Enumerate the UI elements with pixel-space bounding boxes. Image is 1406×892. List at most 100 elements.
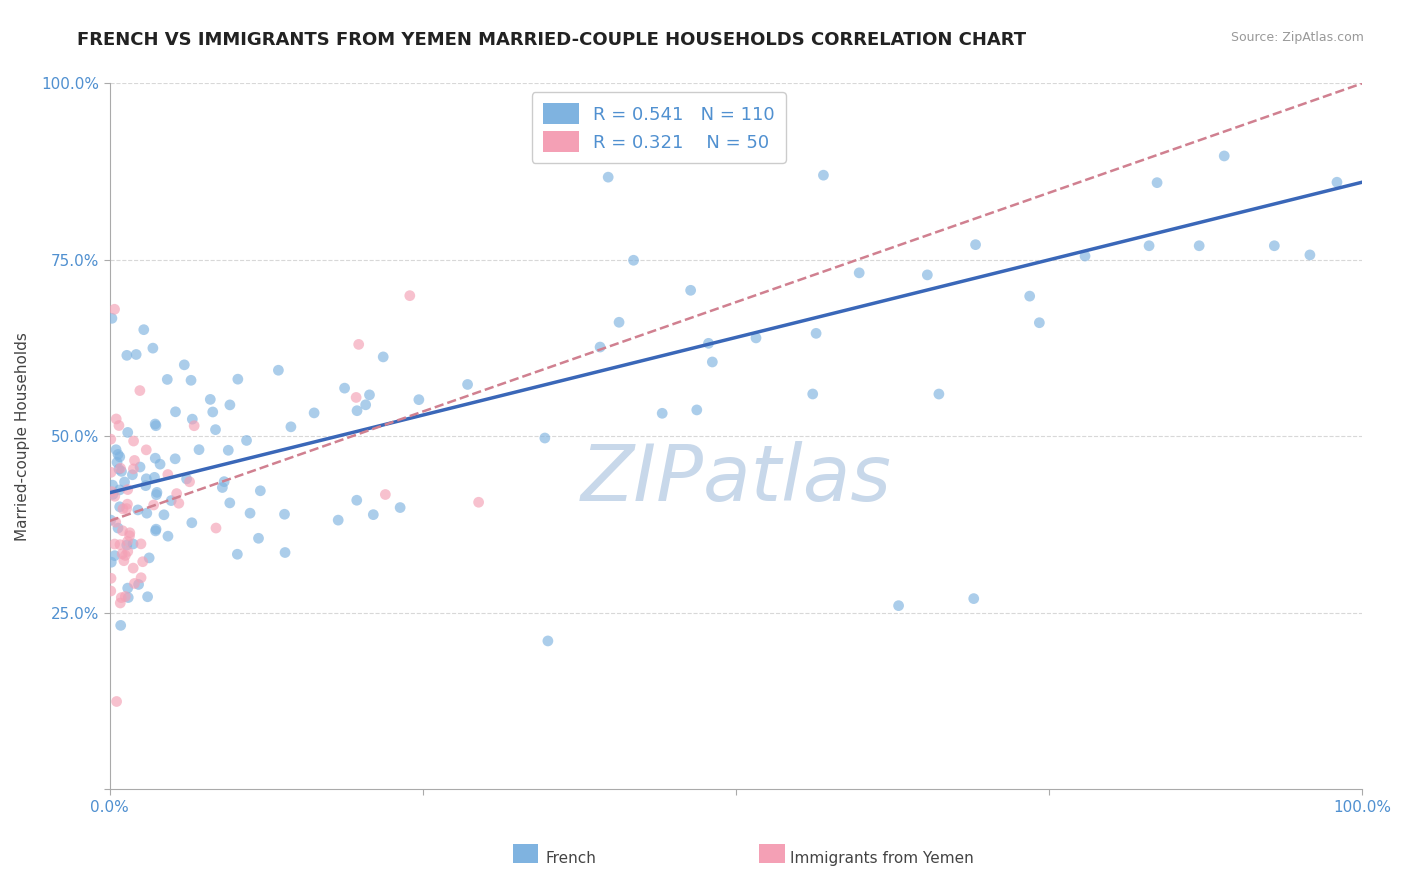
- Point: [135, 442, 157, 457]
- Point: [117, 534, 139, 549]
- Point: [205, 521, 228, 535]
- Point: [128, 577, 150, 591]
- Point: [117, 483, 139, 497]
- Point: [346, 403, 368, 417]
- Point: [181, 412, 204, 426]
- Point: [111, 547, 134, 561]
- Point: [105, 694, 128, 708]
- Point: [212, 475, 235, 489]
- Point: [146, 485, 169, 500]
- Point: [623, 253, 645, 268]
- Point: [104, 515, 127, 529]
- Point: [702, 355, 724, 369]
- Point: [143, 451, 166, 466]
- Point: [117, 591, 139, 605]
- Point: [129, 460, 152, 475]
- Point: [115, 501, 138, 516]
- Point: [149, 457, 172, 471]
- Point: [363, 508, 385, 522]
- Point: [204, 423, 226, 437]
- Point: [122, 462, 145, 476]
- Point: [651, 406, 673, 420]
- Point: [165, 405, 187, 419]
- Point: [143, 417, 166, 431]
- Point: [110, 464, 132, 478]
- Point: [1074, 249, 1097, 263]
- Point: [117, 544, 139, 558]
- Text: French: French: [546, 851, 596, 865]
- Point: [179, 475, 201, 489]
- Point: [280, 419, 302, 434]
- Point: [160, 493, 183, 508]
- Point: [328, 513, 350, 527]
- Point: [598, 170, 620, 185]
- Point: [108, 462, 131, 476]
- Point: [100, 513, 122, 527]
- Point: [117, 497, 139, 511]
- Point: [124, 453, 146, 467]
- Point: [145, 524, 167, 538]
- Point: [114, 590, 136, 604]
- Point: [111, 524, 134, 538]
- Point: [354, 398, 377, 412]
- Point: [226, 547, 249, 561]
- Point: [104, 489, 127, 503]
- Point: [142, 341, 165, 355]
- Point: [114, 475, 136, 489]
- Point: [136, 590, 159, 604]
- Point: [374, 487, 396, 501]
- Point: [211, 481, 233, 495]
- Point: [110, 618, 132, 632]
- Point: [114, 549, 136, 563]
- Point: [101, 478, 124, 492]
- Point: [129, 537, 152, 551]
- Point: [217, 443, 239, 458]
- Point: [679, 283, 702, 297]
- Point: [176, 472, 198, 486]
- Point: [686, 403, 709, 417]
- Point: [145, 418, 167, 433]
- Point: [128, 384, 150, 398]
- Point: [188, 442, 211, 457]
- Point: [344, 391, 367, 405]
- Point: [963, 591, 986, 606]
- Point: [145, 522, 167, 536]
- Point: [398, 288, 420, 302]
- Point: [333, 381, 356, 395]
- Point: [101, 311, 124, 326]
- Point: [1326, 175, 1348, 189]
- Point: [467, 495, 489, 509]
- Point: [100, 571, 122, 585]
- Point: [965, 237, 987, 252]
- Point: [132, 323, 155, 337]
- Point: [107, 447, 129, 461]
- Point: [103, 302, 125, 317]
- Point: [167, 496, 190, 510]
- Point: [115, 348, 138, 362]
- Point: [801, 387, 824, 401]
- Point: [125, 347, 148, 361]
- Point: [247, 531, 270, 545]
- Point: [887, 599, 910, 613]
- Point: [219, 398, 242, 412]
- Point: [129, 571, 152, 585]
- Point: [389, 500, 412, 515]
- Text: ZIPatlas: ZIPatlas: [581, 441, 891, 516]
- Point: [124, 576, 146, 591]
- Point: [534, 431, 557, 445]
- Legend: R = 0.541   N = 110, R = 0.321    N = 50: R = 0.541 N = 110, R = 0.321 N = 50: [531, 93, 786, 163]
- Point: [697, 336, 720, 351]
- Point: [359, 388, 381, 402]
- Point: [156, 529, 179, 543]
- Point: [1028, 316, 1050, 330]
- Point: [142, 498, 165, 512]
- Point: [1213, 149, 1236, 163]
- Point: [267, 363, 290, 377]
- Point: [104, 537, 127, 551]
- Point: [235, 434, 257, 448]
- Point: [143, 470, 166, 484]
- Point: [118, 525, 141, 540]
- Point: [100, 584, 122, 599]
- Point: [848, 266, 870, 280]
- Point: [111, 502, 134, 516]
